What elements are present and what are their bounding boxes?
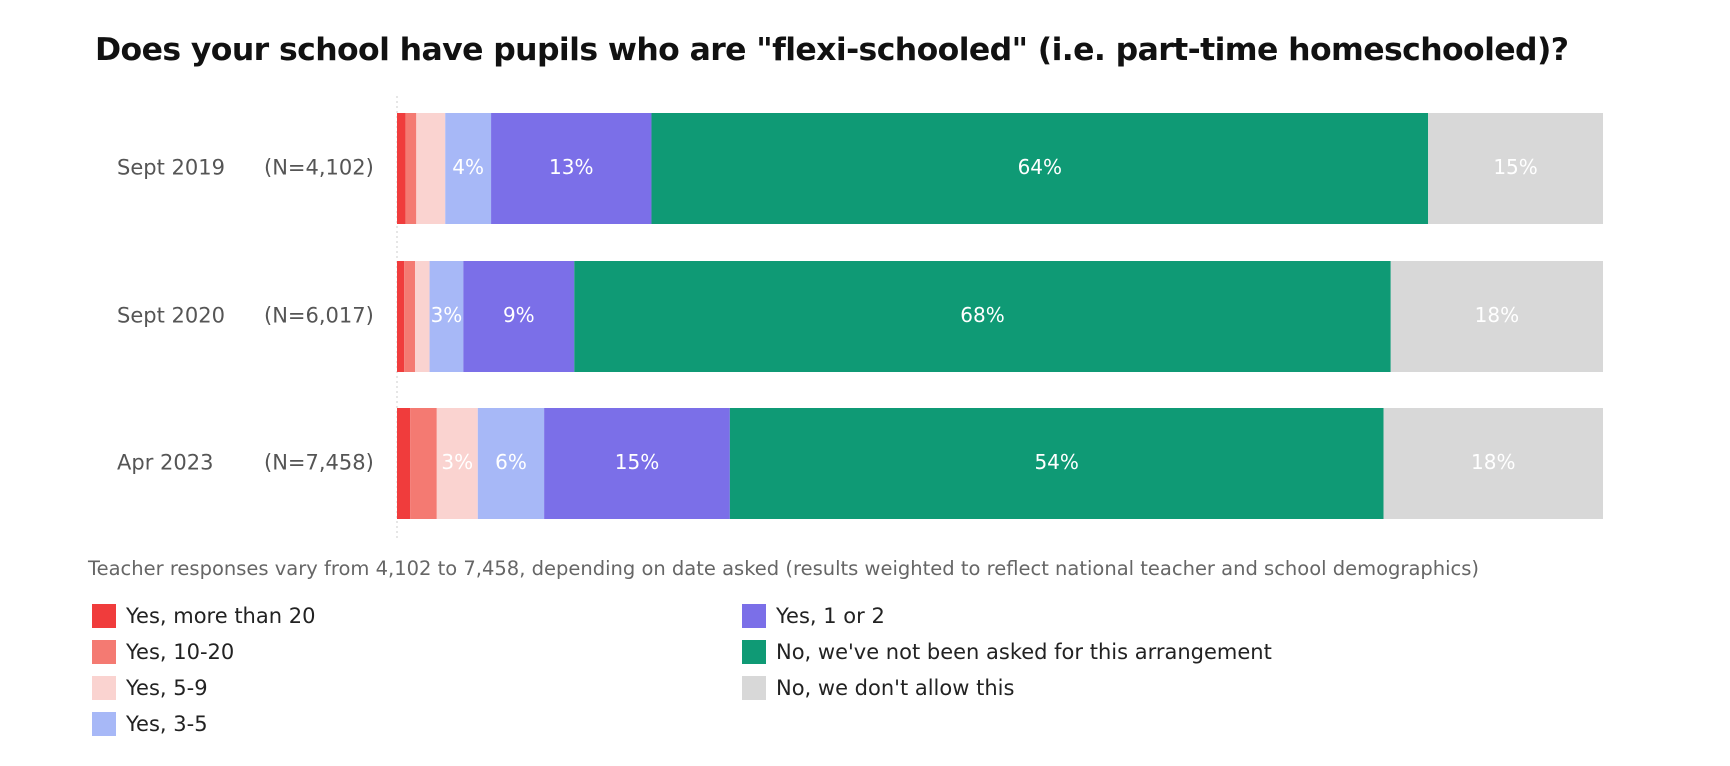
legend-label: Yes, 1 or 2 [776,604,885,628]
bar-segment [404,261,416,372]
sample-size-label: (N=4,102) [264,156,374,180]
bar-segment [415,261,430,372]
data-label: 18% [1471,450,1515,474]
data-label: 9% [503,303,535,327]
bar-segment [544,408,730,519]
data-label: 13% [549,155,593,179]
legend-item: Yes, 1 or 2 [742,603,885,629]
data-label: 54% [1034,450,1078,474]
data-label: 3% [441,450,473,474]
bar-segment [477,408,545,519]
legend-item: No, we don't allow this [742,675,1014,701]
bar-segment [1390,261,1603,372]
data-label: 68% [960,303,1004,327]
bar-segment [410,408,437,519]
bar-segment [397,261,405,372]
bar-segment [491,113,652,224]
legend-label: Yes, 3-5 [126,712,208,736]
data-label: 3% [431,303,463,327]
legend-swatch [742,604,766,628]
bar-segment [463,261,575,372]
bar-segment [405,113,417,224]
bar-segment [651,113,1429,224]
stacked-bar-chart: Sept 2019 (N=4,102) 4% 13% 64% 15% Sept 2020 (N… [117,96,1603,540]
legend-label: Yes, 10-20 [126,640,235,664]
legend-label: Yes, 5-9 [126,676,208,700]
data-label: 15% [615,450,659,474]
bar-segment [429,261,464,372]
category-label: Apr 2023 [117,451,213,475]
bar-segment [397,113,406,224]
legend-swatch [92,604,116,628]
data-label: 18% [1475,303,1519,327]
bar-segment [436,408,478,519]
sample-size-label: (N=6,017) [264,304,374,328]
chart-title: Does your school have pupils who are "fl… [95,32,1569,68]
legend-label: No, we don't allow this [776,676,1015,700]
bar-segment [445,113,492,224]
legend-label: Yes, more than 20 [126,604,316,628]
legend-item: Yes, 5-9 [92,675,208,701]
bar-segment [416,113,446,224]
bar-segment [397,408,411,519]
data-label: 15% [1493,155,1537,179]
legend-swatch [92,712,116,736]
bar-segment [729,408,1384,519]
data-label: 6% [495,450,527,474]
legend-swatch [742,640,766,664]
legend-item: No, we've not been asked for this arrang… [742,639,1272,665]
legend-label: No, we've not been asked for this arrang… [776,640,1272,664]
legend-item: Yes, more than 20 [92,603,315,629]
category-label: Sept 2019 [117,156,225,180]
footnote: Teacher responses vary from 4,102 to 7,4… [88,557,1480,580]
legend-item: Yes, 10-20 [92,639,234,665]
bar-segment [1428,113,1603,224]
category-label: Sept 2020 [117,304,225,328]
sample-size-label: (N=7,458) [264,451,374,475]
data-label: 64% [1018,155,1062,179]
bar-segment [574,261,1391,372]
legend-item: Yes, 3-5 [92,711,208,737]
legend-swatch [92,640,116,664]
data-label: 4% [452,155,484,179]
legend-swatch [742,676,766,700]
bar-segment [1383,408,1603,519]
legend-swatch [92,676,116,700]
